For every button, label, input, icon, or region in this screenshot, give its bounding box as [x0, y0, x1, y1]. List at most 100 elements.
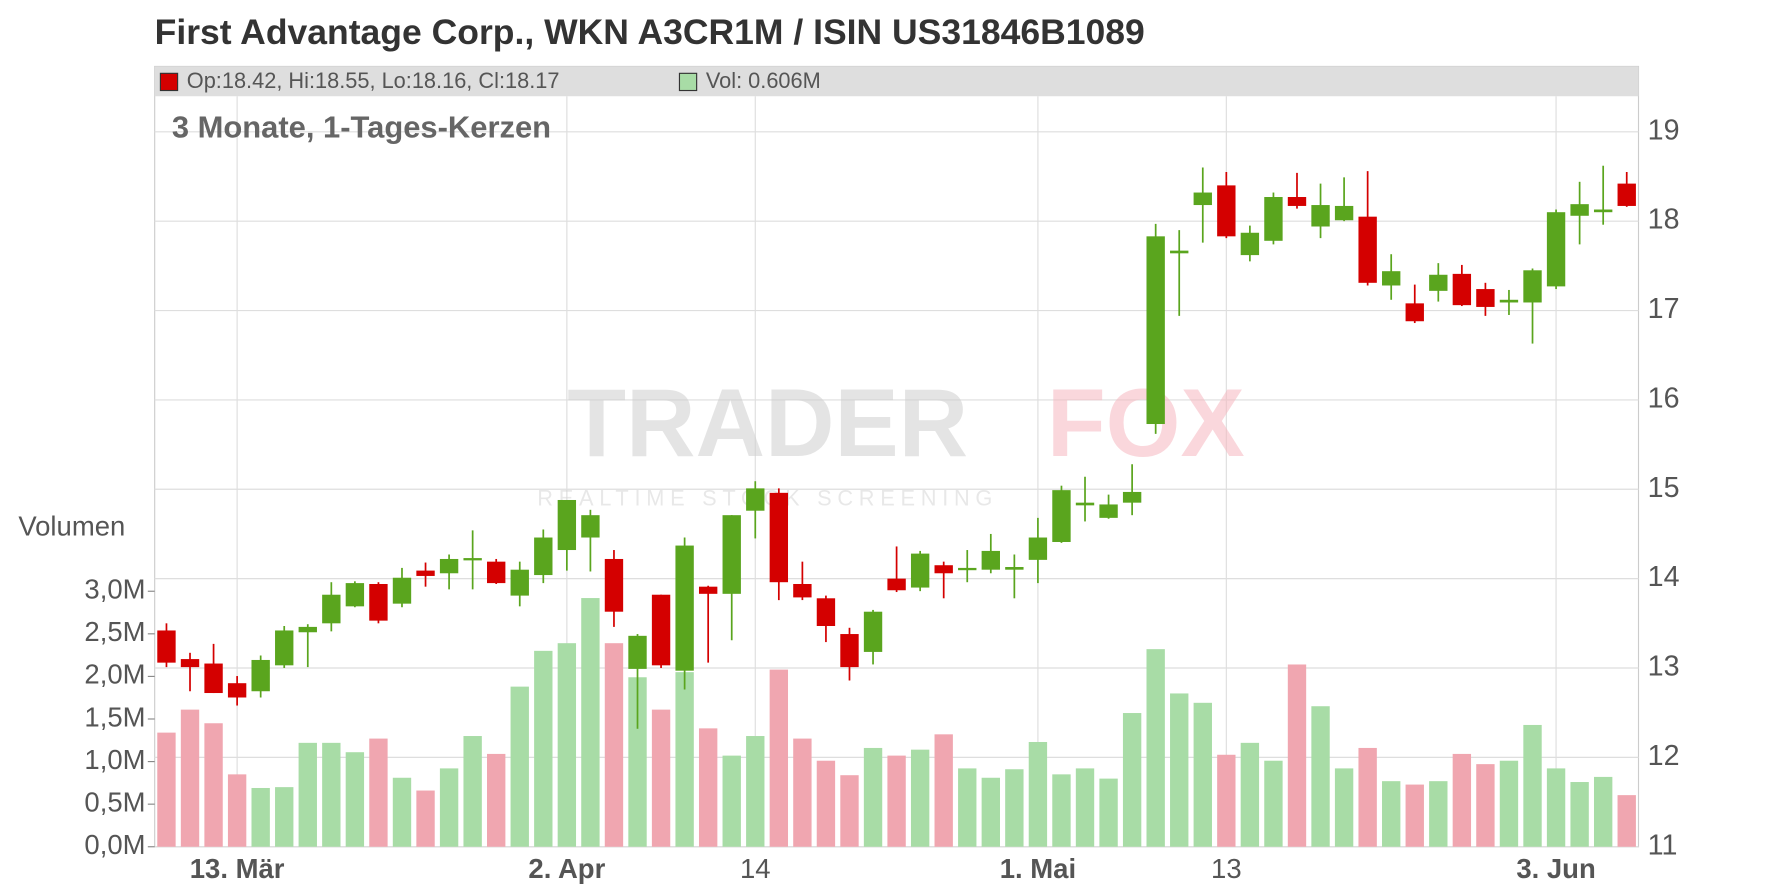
candle-body	[958, 567, 977, 571]
volume-bar	[557, 643, 577, 847]
volume-bar	[1334, 768, 1354, 847]
candle-body	[863, 611, 883, 652]
volume-bar	[275, 787, 294, 847]
volume-bar	[392, 777, 412, 847]
candle-body	[1264, 197, 1283, 241]
volume-bar	[769, 669, 789, 847]
volume-bar	[1546, 768, 1566, 847]
candle-body	[1146, 236, 1165, 425]
candle-body	[557, 499, 577, 551]
candle-body	[1476, 289, 1495, 307]
volume-bar	[251, 787, 270, 847]
watermark-tagline: REALTIME STOCK SCREENING	[537, 485, 998, 510]
candle-body	[392, 577, 412, 604]
y-tick-label: 11	[1648, 829, 1678, 861]
candle-body	[604, 558, 624, 612]
volume-bar	[698, 728, 718, 847]
candle-body	[1405, 303, 1424, 322]
candle-body	[1311, 205, 1330, 227]
candle-body	[887, 578, 906, 591]
volume-bar	[1499, 760, 1519, 847]
y2-tick-label: 2,5M	[84, 616, 145, 647]
candle-body	[180, 659, 200, 668]
volume-bar	[581, 598, 600, 847]
y-tick-label: 12	[1648, 740, 1680, 772]
volume-bar	[746, 736, 765, 847]
candle-body	[204, 663, 223, 694]
volume-bar	[1429, 781, 1448, 847]
grid: 11 12 13 14 15 16 17 18 19 0,0M 0,5M 1,0M 1,5M 2,0M 2,…	[84, 96, 1680, 884]
volume-bar	[180, 709, 200, 847]
y-tick-label: 13	[1648, 651, 1680, 683]
volume-bar	[1570, 782, 1589, 847]
volume-bar	[1593, 776, 1613, 847]
candle-body	[722, 515, 741, 594]
candle-body	[675, 545, 694, 671]
x-tick-label: 13. Mär	[190, 853, 285, 884]
x-tick-label: 14	[740, 853, 771, 884]
volume-bar	[439, 768, 459, 847]
volume-bar	[1287, 664, 1307, 847]
candle-body	[1523, 270, 1542, 303]
candle-body	[298, 626, 317, 633]
candle-body	[487, 561, 506, 584]
legend-swatch	[678, 72, 698, 92]
candle-body	[1334, 205, 1354, 221]
volume-bar	[1382, 781, 1401, 847]
candle-body	[840, 634, 859, 668]
candle-body	[227, 683, 247, 698]
candle-body	[251, 659, 270, 692]
candle-body	[1240, 232, 1260, 256]
volume-bar	[958, 768, 977, 847]
candle-body	[1617, 183, 1636, 206]
candle-body	[1052, 490, 1071, 542]
candle-body	[416, 570, 435, 576]
x-tick-label: 13	[1211, 853, 1242, 884]
volume-bar	[1358, 747, 1377, 847]
candle-body	[1429, 274, 1448, 291]
candle-body	[1452, 273, 1472, 306]
volume-bar	[157, 732, 176, 847]
volume-bar	[487, 753, 506, 847]
candle-body	[651, 594, 671, 666]
volume-bar	[793, 738, 812, 847]
y2-tick-label: 2,0M	[84, 659, 145, 690]
chart-title: First Advantage Corp., WKN A3CR1M / ISIN…	[155, 12, 1145, 52]
y2-tick-label: 3,0M	[84, 574, 145, 605]
volume-bar	[322, 742, 341, 847]
legend-label: Vol: 0.606M	[706, 68, 821, 93]
candle-body	[1075, 502, 1095, 506]
candle-body	[510, 569, 529, 596]
candle-body	[439, 558, 459, 574]
volume-bar	[510, 686, 529, 847]
candle-body	[1028, 537, 1048, 560]
volume-bar	[1240, 742, 1260, 847]
candle-body	[698, 586, 718, 594]
volume-bar	[981, 777, 1000, 847]
candle-body	[534, 537, 553, 576]
volume-bar	[369, 738, 388, 847]
volume-bar	[934, 734, 953, 847]
volume-bar	[204, 723, 223, 847]
volume-bar	[1311, 706, 1330, 847]
candle-body	[793, 583, 812, 598]
y-tick-label: 15	[1648, 472, 1680, 504]
volume-bar	[463, 736, 482, 847]
candle-body	[1358, 216, 1377, 283]
legend-swatch	[159, 72, 179, 92]
volume-bar	[1099, 778, 1118, 847]
candle-body	[1287, 197, 1307, 206]
plot-area	[154, 65, 1640, 848]
candle-body	[746, 488, 765, 511]
y2-tick-label: 0,0M	[84, 829, 145, 860]
candle-body	[1546, 212, 1566, 287]
volume-bar	[1005, 769, 1024, 847]
x-tick-label: 2. Apr	[528, 853, 605, 884]
y-tick-label: 16	[1648, 382, 1680, 414]
y-tick-label: 17	[1648, 293, 1680, 325]
candle-body	[322, 594, 341, 624]
volume-bar	[1193, 702, 1212, 847]
candle-body	[345, 583, 365, 607]
volume-bar	[1617, 795, 1636, 847]
